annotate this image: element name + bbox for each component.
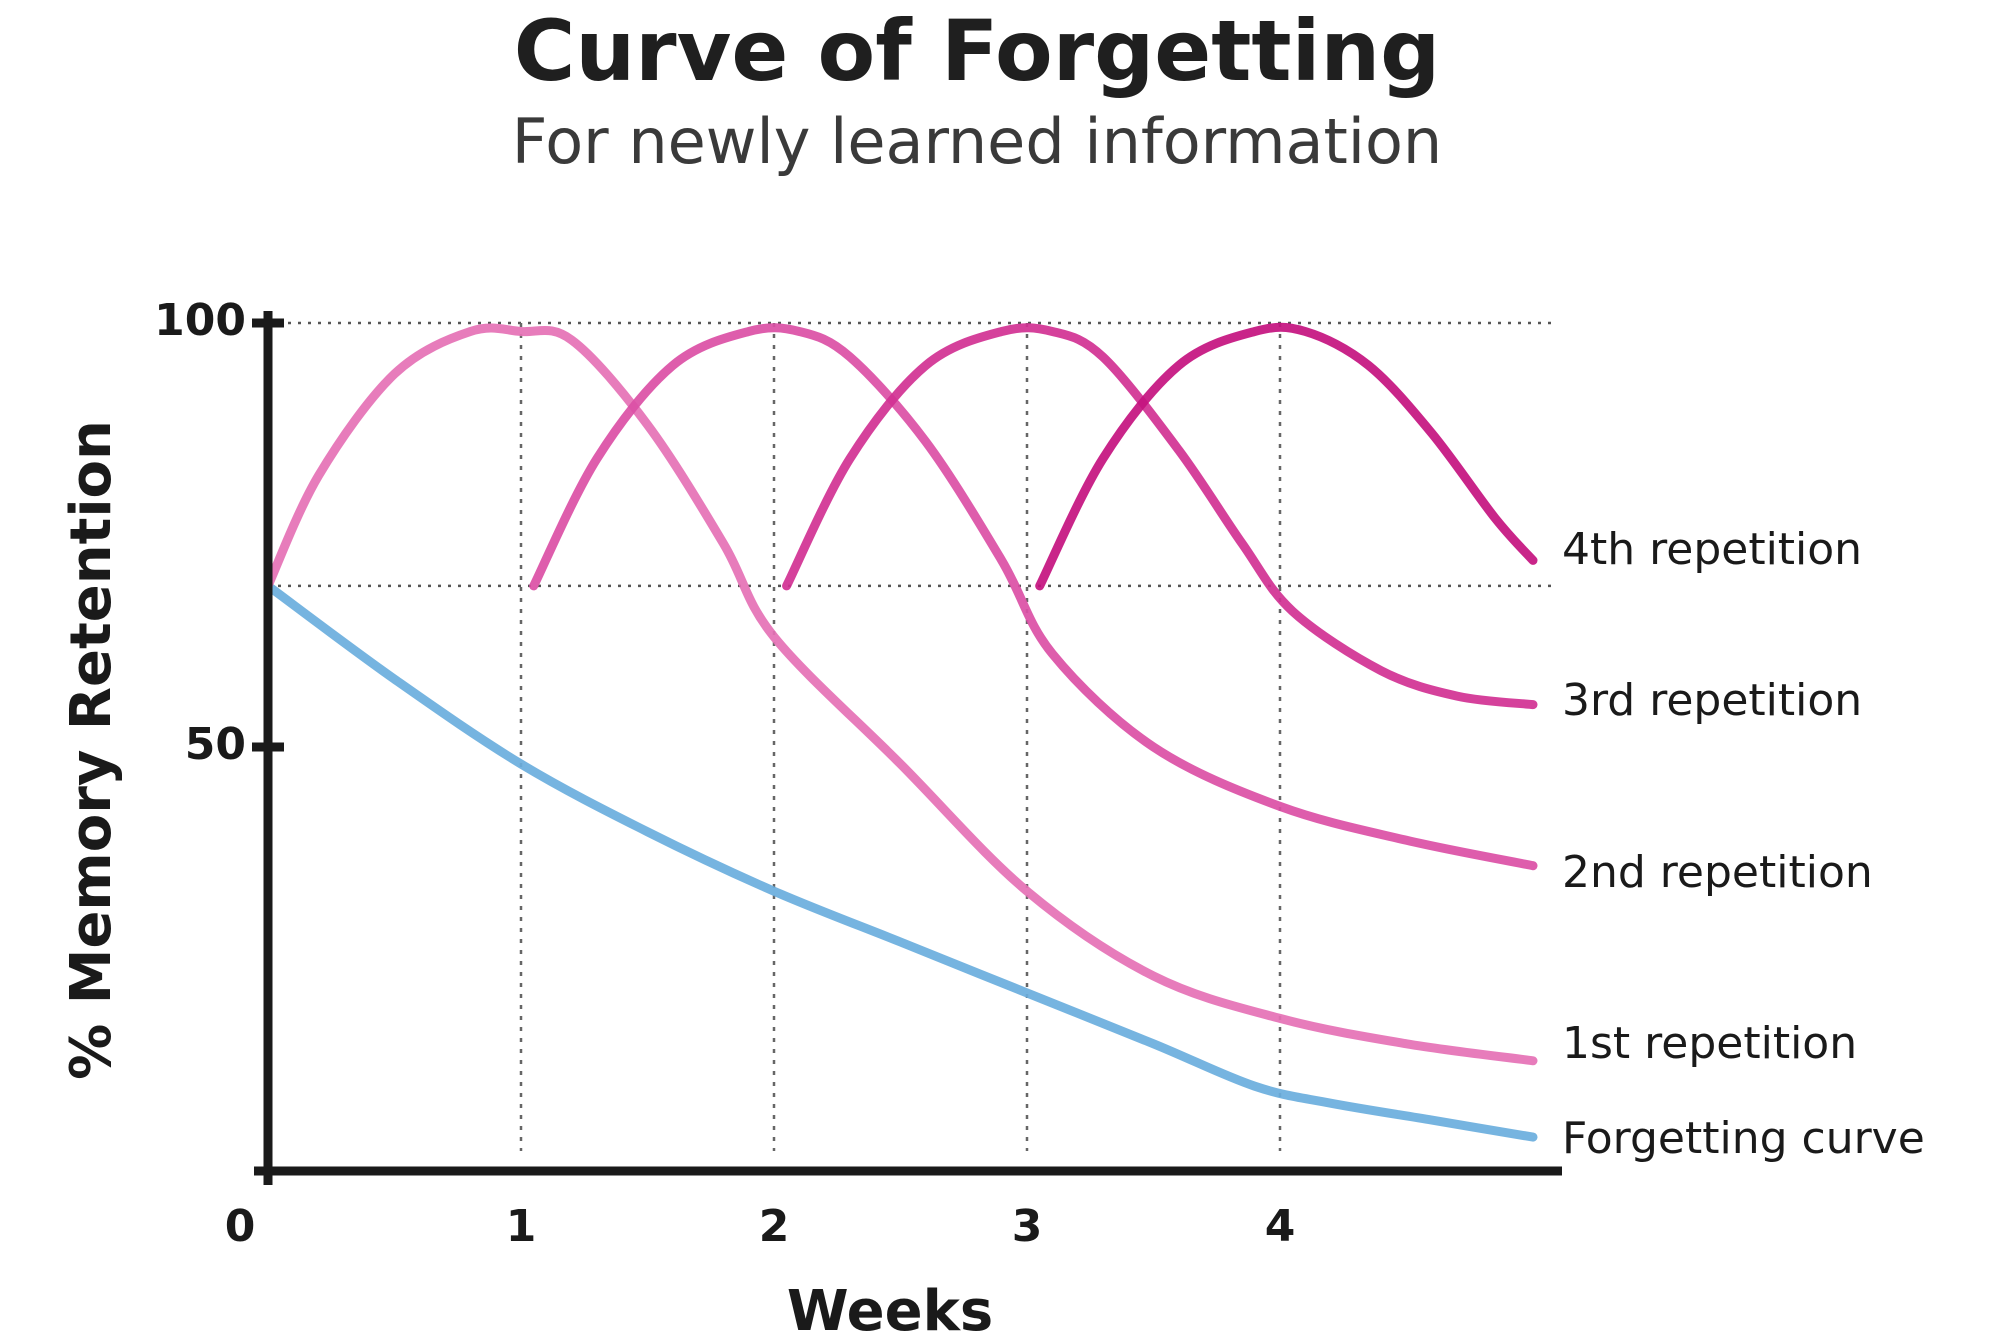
x-tick-label-3: 3 [1012,1201,1043,1252]
series-label-1st-repetition: 1st repetition [1562,1018,1857,1069]
x-tick-label-2: 2 [759,1201,790,1252]
x-tick-label-4: 4 [1265,1201,1296,1252]
x-tick-label-0: 0 [225,1201,256,1252]
series-line-forgetting-curve [263,581,1538,1142]
series-line-4th-repetition [1035,322,1538,591]
label-layer: Forgetting curve 1st repetition 2nd repeti… [1562,524,1925,1164]
series-label-3rd-repetition: 3rd repetition [1562,675,1862,726]
chart-title: Curve of Forgetting [514,2,1441,100]
series-label-forgetting-curve: Forgetting curve [1562,1113,1925,1164]
y-tick-label-0: 100 [154,295,246,346]
grid-layer [268,321,1555,1151]
axis-layer: 100 50 0 1 2 3 4 [154,295,1562,1252]
chart-subtitle: For newly learned information [512,105,1442,178]
series-label-4th-repetition: 4th repetition [1562,524,1862,575]
series-layer [263,322,1538,1142]
x-tick-label-1: 1 [506,1201,537,1252]
x-axis-label: Weeks [787,1279,993,1332]
y-axis-label: % Memory Retention [59,420,124,1080]
y-tick-label-1: 50 [185,719,246,770]
series-label-2nd-repetition: 2nd repetition [1562,847,1873,898]
series-line-2nd-repetition [529,323,1538,871]
series-line-1st-repetition [263,323,1538,1066]
